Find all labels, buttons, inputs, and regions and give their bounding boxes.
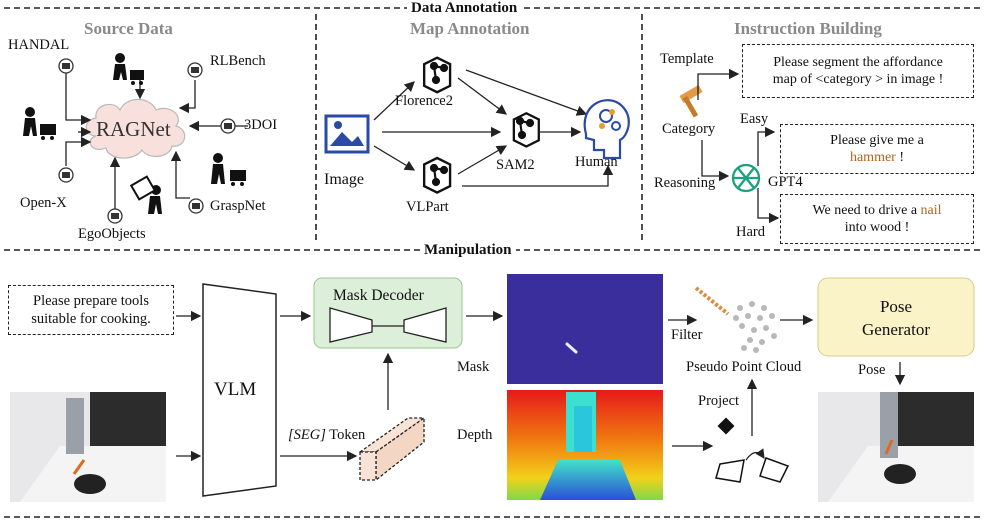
source-3doi: 3DOI	[244, 117, 278, 133]
instruction-line-1: Please prepare tools	[33, 292, 149, 309]
manipulation-graph	[10, 274, 975, 502]
template-label: Template	[660, 51, 714, 67]
source-data-title: Source Data	[84, 19, 173, 38]
human-head-icon	[583, 99, 630, 160]
pose-generator-block	[817, 277, 975, 357]
easy-suffix: !	[895, 150, 905, 165]
gpt4-icon	[731, 163, 761, 193]
image-label: Image	[324, 171, 364, 188]
ragnet-label: RAGNet	[96, 117, 171, 141]
hard-line-2: into wood !	[844, 220, 910, 235]
map-annotation-title: Map Annotation	[410, 19, 530, 38]
vlpart-label: VLPart	[406, 199, 449, 215]
human-label: Human	[575, 154, 618, 170]
instruction-line-2: suitable for cooking.	[31, 311, 151, 327]
mask-label: Mask	[457, 359, 490, 375]
ragnet-cloud	[85, 98, 186, 159]
data-annotation-header: Data Annotation	[407, 0, 522, 17]
instruction-building-graph	[679, 68, 780, 224]
pose-generator-line-2: Generator	[862, 319, 930, 339]
template-text-box: Please segment the affordance map of <ca…	[742, 44, 974, 98]
robot-scene-input	[10, 392, 166, 502]
florence2-label: Florence2	[395, 93, 453, 109]
manipulation-header: Manipulation	[420, 242, 516, 259]
instruction-building-title: Instruction Building	[734, 19, 882, 38]
pose-generator-label: Pose Generator	[818, 296, 974, 342]
reasoning-label: Reasoning	[654, 175, 716, 191]
source-rlbench: RLBench	[210, 53, 266, 69]
source-handal: HANDAL	[8, 37, 70, 53]
instruction-text-box: Please prepare tools suitable for cookin…	[8, 285, 174, 335]
source-data-graph	[23, 53, 248, 224]
point-cloud-icon	[733, 301, 777, 353]
pose-generator-line-1: Pose	[879, 297, 913, 316]
mask-image	[507, 274, 663, 384]
project-label: Project	[698, 393, 740, 409]
source-egoobjects: EgoObjects	[78, 226, 146, 242]
robot-scene-output	[818, 392, 974, 502]
vlm-label: VLM	[214, 379, 257, 400]
seg-token-label: [SEG] Token	[288, 427, 366, 444]
filter-label: Filter	[671, 327, 703, 343]
seg-token-cube	[357, 416, 427, 482]
template-line-2: map of <category > in image !	[772, 72, 944, 87]
easy-highlight: hammer	[849, 150, 896, 165]
source-graspnet: GraspNet	[210, 198, 266, 214]
seg-token-suffix: Token	[325, 427, 366, 443]
source-open-x: Open-X	[20, 195, 67, 211]
easy-label: Easy	[740, 111, 769, 127]
easy-line-1: Please give me a	[830, 132, 924, 148]
depth-label: Depth	[457, 427, 493, 443]
image-icon	[324, 114, 370, 154]
mask-decoder-label: Mask Decoder	[333, 287, 424, 304]
map-annotation-graph	[324, 56, 630, 194]
category-label: Category	[662, 121, 716, 137]
gpt4-label: GPT4	[768, 174, 803, 190]
point-cloud-label: Pseudo Point Cloud	[686, 359, 802, 375]
easy-text-box: Please give me a hammer !	[780, 124, 974, 174]
template-line-1: Please segment the affordance	[773, 54, 943, 70]
vlm-block	[202, 283, 277, 497]
hard-label: Hard	[736, 224, 765, 240]
hard-prefix: We need to drive a	[812, 202, 921, 218]
hard-text-box: We need to drive a nail into wood !	[780, 194, 974, 244]
seg-token-italic: [SEG]	[288, 427, 326, 443]
sam2-label: SAM2	[496, 157, 535, 173]
pose-label: Pose	[858, 362, 886, 378]
project-icon	[715, 417, 790, 483]
hard-highlight: nail	[920, 202, 942, 218]
hammer-icon	[679, 85, 703, 118]
